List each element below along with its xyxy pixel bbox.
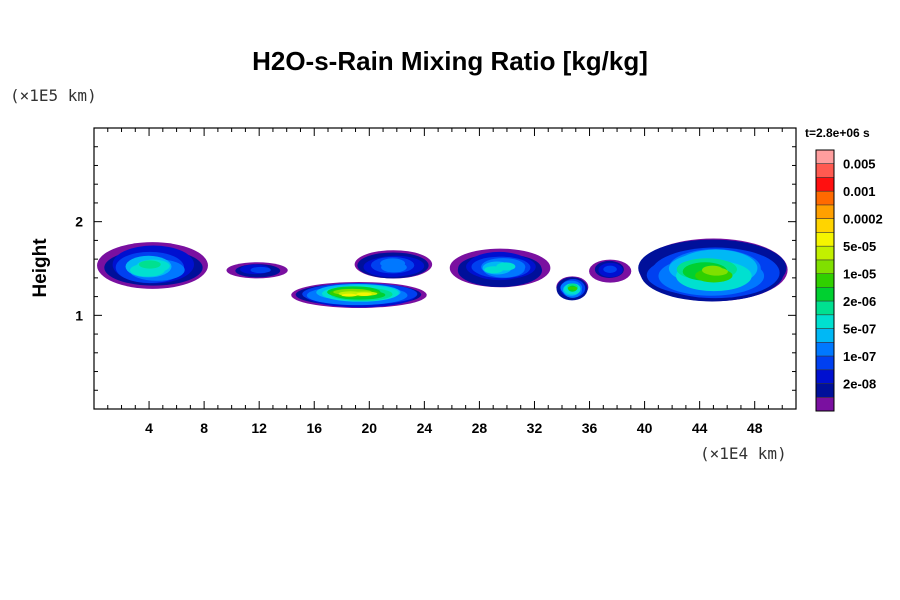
x-tick-label: 8: [200, 420, 208, 436]
colorbar-label: 5e-07: [843, 322, 876, 337]
colorbar-swatch: [816, 177, 834, 192]
colorbar-swatch: [816, 356, 834, 371]
precip-feature: [97, 242, 208, 289]
x-tick-label: 16: [306, 420, 322, 436]
y-axis: 12: [75, 146, 796, 391]
contour-band: [380, 258, 406, 269]
colorbar-swatch: [816, 259, 834, 274]
y-axis-unit-label: (×1E5 km): [10, 86, 97, 105]
contour-band: [603, 265, 617, 273]
x-tick-label: 24: [417, 420, 433, 436]
precip-feature: [354, 250, 433, 279]
contour-band: [571, 286, 578, 291]
precip-feature: [291, 281, 427, 308]
x-axis: 4 8 12 16 20 24 28 32 36 40 44 48: [107, 128, 783, 436]
x-axis-unit-label: (×1E4 km): [700, 444, 787, 463]
contour-band: [496, 262, 516, 271]
contour-band: [341, 293, 357, 297]
colorbar-swatch: [816, 342, 834, 357]
x-tick-label: 36: [582, 420, 598, 436]
x-tick-label: 40: [637, 420, 653, 436]
x-tick-label: 12: [251, 420, 267, 436]
x-tick-label: 28: [472, 420, 488, 436]
precip-feature: [449, 248, 551, 288]
colorbar: 0.005 0.001 0.0002 5e-05 1e-05 2e-06 5e-07 1e-0…: [815, 149, 883, 412]
y-tick-label: 2: [75, 214, 83, 230]
x-tick-label: 32: [527, 420, 543, 436]
colorbar-label: 0.001: [843, 184, 876, 199]
precip-feature: [638, 238, 788, 302]
colorbar-label: 5e-05: [843, 239, 876, 254]
contour-band: [567, 286, 573, 290]
contour-band: [138, 260, 161, 269]
colorbar-swatch: [816, 191, 834, 206]
precip-feature: [589, 259, 632, 283]
colorbar-swatch: [816, 314, 834, 329]
precip-feature: [226, 262, 288, 279]
colorbar-swatch: [816, 328, 834, 343]
colorbar-label: 2e-08: [843, 377, 876, 392]
y-tick-label: 1: [75, 307, 83, 323]
colorbar-label: 1e-05: [843, 267, 876, 282]
colorbar-swatch: [816, 301, 834, 316]
colorbar-swatch: [816, 383, 834, 398]
colorbar-frame: [815, 149, 835, 412]
colorbar-label: 2e-06: [843, 294, 876, 309]
colorbar-swatch: [816, 287, 834, 302]
colorbar-swatch: [816, 204, 834, 219]
contour-band: [250, 266, 271, 274]
colorbar-label: 0.005: [843, 157, 876, 172]
x-tick-label: 4: [145, 420, 153, 436]
colorbar-label: 1e-07: [843, 349, 876, 364]
x-tick-label: 20: [362, 420, 378, 436]
time-label: t=2.8e+06 s: [805, 126, 870, 140]
precip-feature: [556, 276, 589, 301]
colorbar-swatch: [816, 218, 834, 233]
heatmap-field: [97, 238, 788, 308]
colorbar-swatch: [816, 273, 834, 288]
contour-band: [356, 292, 372, 296]
colorbar-label: 0.0002: [843, 212, 883, 227]
x-tick-label: 44: [692, 420, 708, 436]
colorbar-swatch: [816, 369, 834, 384]
chart-title: H2O-s-Rain Mixing Ratio [kg/kg]: [252, 46, 648, 76]
contour-band: [704, 267, 728, 276]
colorbar-swatch: [816, 232, 834, 247]
colorbar-swatch: [816, 246, 834, 261]
colorbar-swatch: [816, 163, 834, 178]
x-tick-label: 48: [747, 420, 763, 436]
colorbar-swatch: [816, 150, 834, 165]
plot-frame: [93, 127, 797, 410]
colorbar-swatch: [816, 397, 834, 412]
